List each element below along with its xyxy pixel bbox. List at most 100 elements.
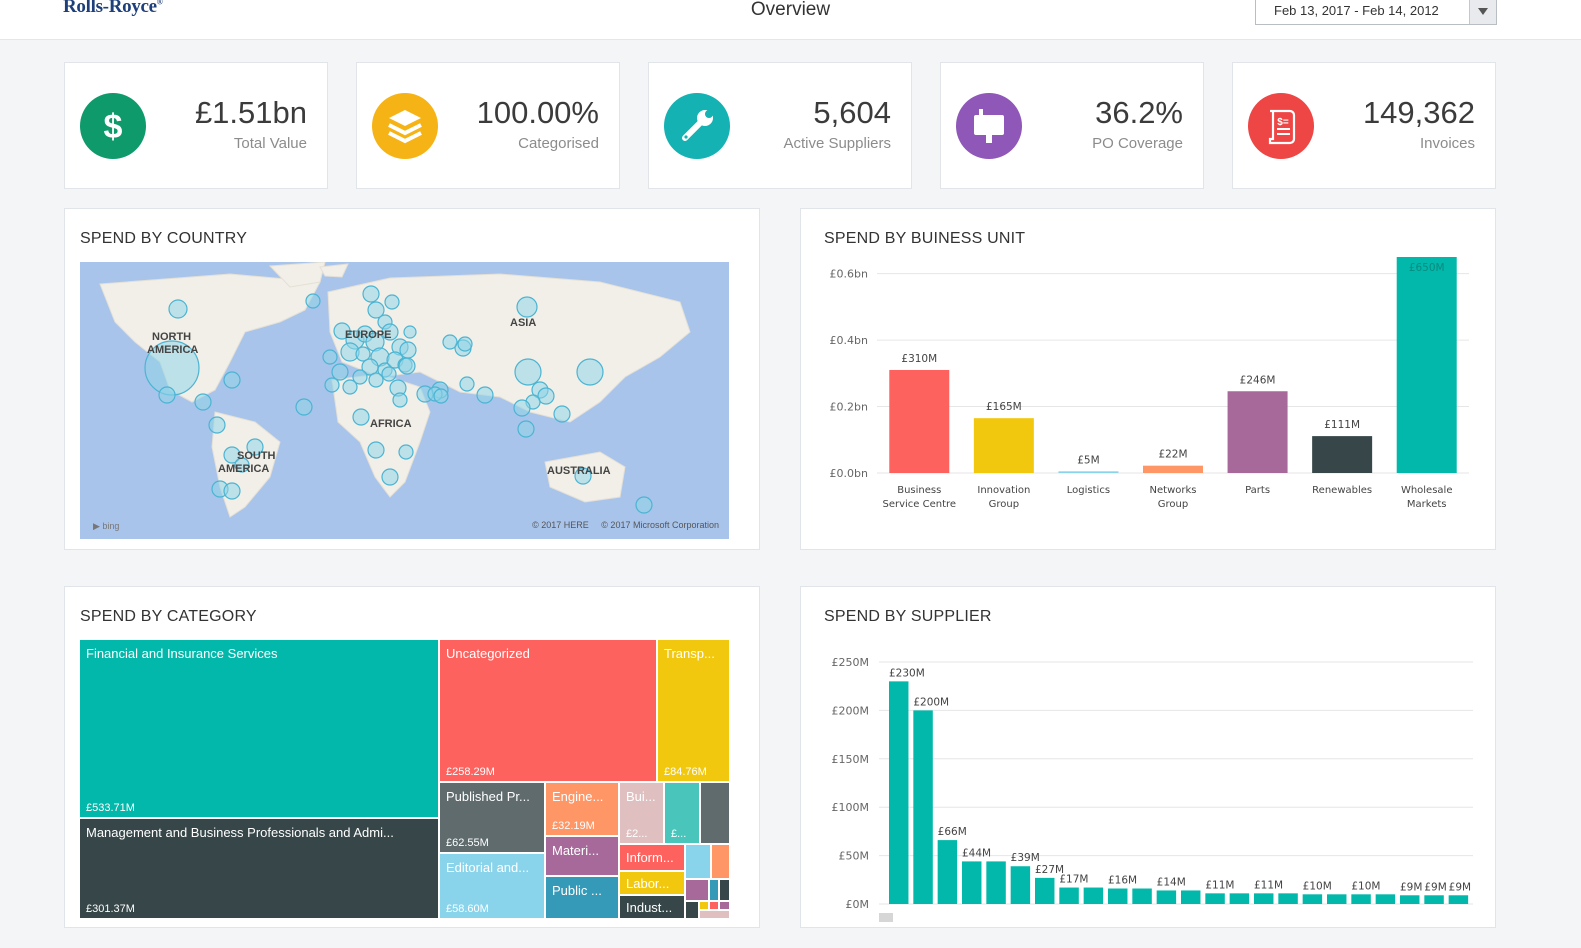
treemap-tile-small[interactable]: [710, 880, 718, 900]
y-tick-label: £0.0bn: [830, 467, 868, 480]
treemap-tile-small[interactable]: [700, 902, 708, 909]
panel-title: SPEND BY SUPPLIER: [824, 608, 992, 625]
treemap-tile[interactable]: Bui... £2...: [620, 783, 663, 843]
bar: [1108, 888, 1128, 904]
region-label-north: NORTH: [152, 331, 192, 343]
data-label: £5M: [1077, 454, 1099, 466]
bar: [889, 681, 909, 904]
x-tick-label: Service Centre: [882, 499, 956, 510]
treemap-tile[interactable]: Transp... £84.76M: [658, 640, 729, 781]
tile-label: Financial and Insurance Services: [86, 646, 278, 661]
data-label: £9M: [1400, 881, 1422, 893]
tile-label: Transp...: [664, 646, 715, 661]
bing-logo[interactable]: ▶ bing: [93, 521, 120, 531]
data-label: £44M: [962, 847, 991, 859]
treemap-tile[interactable]: Materi...: [546, 837, 618, 875]
treemap-tile-small[interactable]: [686, 845, 710, 878]
tile-label: Published Pr...: [446, 789, 530, 804]
tile-label: Management and Business Professionals an…: [86, 825, 394, 840]
treemap-tile[interactable]: Uncategorized £258.29M: [440, 640, 656, 781]
chevron-down-icon[interactable]: [1469, 0, 1496, 24]
kpi-value: £1.51bn: [194, 95, 307, 130]
spend-by-business-unit-panel: SPEND BY BUINESS UNIT £0.0bn £0.2bn £0.4bn…: [800, 208, 1496, 550]
kpi-card-total-value[interactable]: $ £1.51bn Total Value: [64, 62, 328, 189]
region-label-america: AMERICA: [147, 344, 199, 356]
treemap-tile-small[interactable]: [700, 911, 729, 918]
bar: [1227, 391, 1288, 473]
region-label-asia: ASIA: [510, 317, 537, 329]
data-label: £310M: [901, 353, 937, 365]
kpi-card-invoices[interactable]: $= 149,362 Invoices: [1232, 62, 1496, 189]
treemap-tile-small[interactable]: [686, 880, 708, 900]
treemap-tile-small[interactable]: [712, 845, 729, 878]
treemap-tile[interactable]: Published Pr... £62.55M: [440, 783, 544, 852]
data-label: £39M: [1011, 852, 1040, 864]
data-label: £650M: [1409, 262, 1445, 274]
treemap-tile[interactable]: Public ...: [546, 877, 618, 918]
treemap-tile[interactable]: Editorial and... £58.60M: [440, 854, 544, 918]
tile-label: Indust...: [626, 900, 673, 915]
kpi-value: 100.00%: [476, 95, 599, 130]
supplier-bar-chart[interactable]: £0M £50M £100M £150M £200M £250M £230M £200M £66…: [801, 627, 1495, 927]
bar: [1302, 894, 1323, 904]
y-tick-label: £100M: [832, 801, 870, 814]
data-label: £22M: [1158, 449, 1187, 461]
date-range-dropdown[interactable]: Feb 13, 2017 - Feb 14, 2012: [1255, 0, 1497, 25]
data-label: £17M: [1059, 874, 1088, 886]
treemap-tile[interactable]: Labor...: [620, 872, 684, 894]
treemap-tile[interactable]: Inform...: [620, 845, 684, 870]
treemap-tile-small[interactable]: [720, 880, 729, 900]
data-label: £10M: [1351, 880, 1380, 892]
tile-value: £...: [671, 828, 687, 840]
region-label-europe: EUROPE: [345, 329, 392, 341]
treemap-tile[interactable]: £...: [665, 783, 699, 843]
y-tick-label: £250M: [832, 656, 870, 669]
treemap-tile[interactable]: [701, 783, 729, 843]
kpi-label: Invoices: [1419, 135, 1475, 152]
treemap-tile[interactable]: Engine... £32.19M: [546, 783, 618, 835]
region-label-south: SOUTH: [237, 450, 276, 462]
spend-by-supplier-panel: SPEND BY SUPPLIER £0M £50M £100M £150M £200M…: [800, 586, 1496, 928]
tile-label: Bui...: [626, 789, 656, 804]
rolls-royce-logo[interactable]: Rolls-Royce®: [63, 0, 163, 18]
bar: [1312, 436, 1373, 473]
x-tick-label: Markets: [1407, 499, 1447, 510]
page-title: Overview: [750, 0, 831, 20]
data-label: £11M: [1254, 879, 1283, 891]
tile-value: £301.37M: [86, 903, 135, 915]
kpi-card-po-coverage[interactable]: 36.2% PO Coverage: [940, 62, 1204, 189]
treemap-tile[interactable]: Management and Business Professionals an…: [80, 819, 438, 918]
treemap-tile[interactable]: Indust...: [620, 896, 684, 918]
bar: [1205, 893, 1225, 904]
map-attribution: © 2017 HERE © 2017 Microsoft Corporation: [532, 520, 719, 530]
scrollbar-thumb: [879, 913, 893, 922]
panel-title: SPEND BY CATEGORY: [80, 608, 257, 625]
kpi-value: 36.2%: [1095, 95, 1183, 130]
business-unit-bar-chart[interactable]: £0.0bn £0.2bn £0.4bn £0.6bn £310M Business Ser…: [801, 249, 1495, 549]
region-label-africa: AFRICA: [370, 418, 412, 430]
kpi-label: Total Value: [233, 135, 307, 152]
treemap-tile-small[interactable]: [710, 902, 718, 909]
world-bubble-map[interactable]: NORTH AMERICA EUROPE ASIA AFRICA SOUTH A…: [80, 262, 729, 539]
bar: [986, 861, 1006, 904]
kpi-label: PO Coverage: [1092, 135, 1183, 152]
x-tick-label: Group: [1158, 499, 1188, 510]
treemap-tile-small[interactable]: [686, 902, 698, 918]
treemap-tile-small[interactable]: [720, 902, 729, 909]
kpi-card-active-suppliers[interactable]: 5,604 Active Suppliers: [648, 62, 912, 189]
panel-title: SPEND BY BUINESS UNIT: [824, 230, 1026, 247]
bar: [913, 710, 933, 904]
x-tick-label: Business: [897, 485, 941, 496]
region-label-south-america: AMERICA: [218, 463, 270, 475]
y-tick-label: £0M: [846, 898, 870, 911]
bar: [1448, 895, 1469, 904]
bar: [973, 418, 1034, 473]
x-tick-label: Logistics: [1067, 485, 1110, 496]
svg-text:$: $: [104, 108, 123, 146]
kpi-card-categorised[interactable]: 100.00% Categorised: [356, 62, 620, 189]
bar: [1058, 471, 1119, 473]
treemap-tile[interactable]: Financial and Insurance Services £533.71…: [80, 640, 438, 817]
data-label: £66M: [938, 826, 967, 838]
bar: [1254, 893, 1274, 904]
tile-label: Editorial and...: [446, 860, 530, 875]
